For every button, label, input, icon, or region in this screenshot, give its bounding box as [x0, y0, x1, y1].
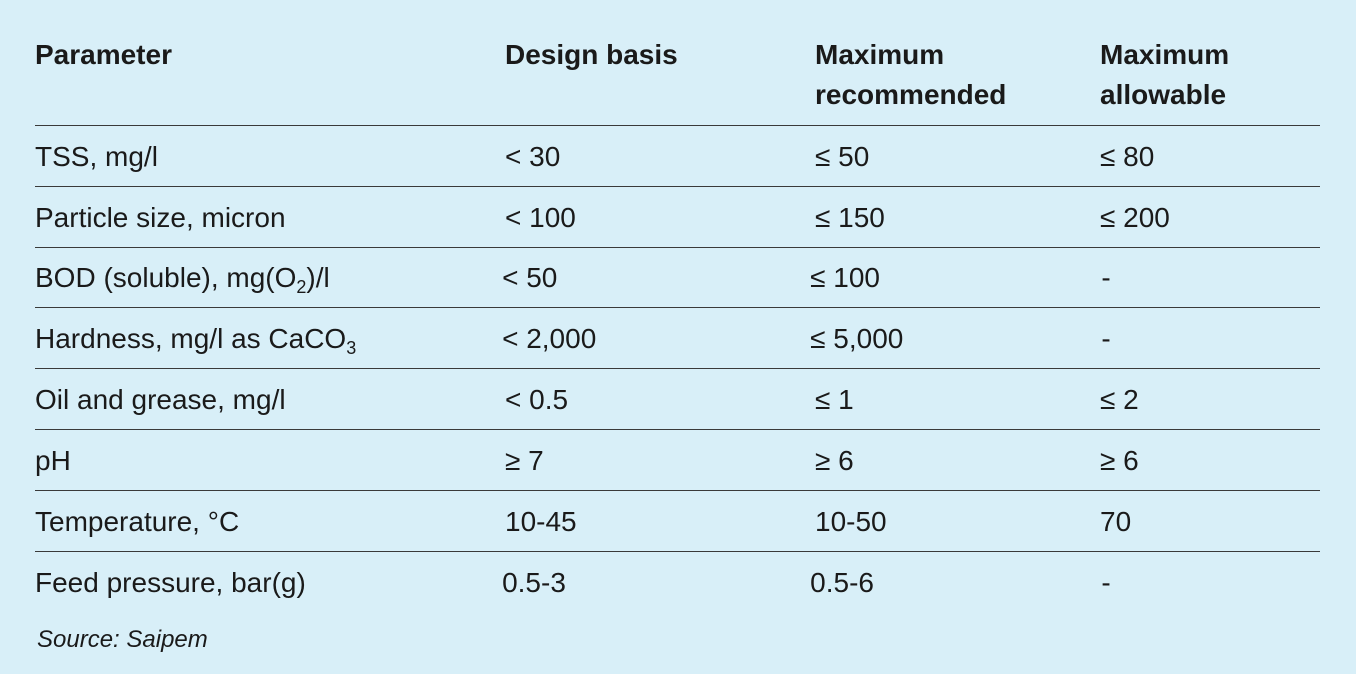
- table-row: Oil and grease, mg/l < 0.5 ≤ 1 ≤ 2: [35, 369, 1320, 430]
- header-parameter: Parameter: [35, 39, 172, 70]
- table-row: Particle size, micron < 100 ≤ 150 ≤ 200: [35, 187, 1320, 248]
- cell-parameter: pH: [35, 443, 505, 477]
- parameter-tail: )/l: [306, 262, 330, 294]
- cell-design-basis: < 30: [505, 140, 561, 172]
- cell-parameter: TSS, mg/l: [35, 139, 505, 173]
- cell-max-allowable: -: [1101, 566, 1111, 598]
- parameter-text: BOD (soluble), mg(O: [35, 262, 297, 294]
- cell-design-basis: ≥ 7: [505, 444, 544, 476]
- cell-max-recommended: 0.5-6: [810, 566, 874, 598]
- parameter-text: Particle size, micron: [35, 201, 286, 233]
- header-max-recommended: Maximum recommended: [815, 39, 1007, 110]
- cell-max-recommended: ≤ 50: [815, 140, 870, 172]
- parameter-text: Temperature, °C: [35, 505, 240, 537]
- data-table: Parameter Design basis Maximum recommend…: [35, 0, 1320, 612]
- cell-design-basis: 10-45: [505, 505, 577, 537]
- cell-design-basis: < 2,000: [502, 323, 597, 355]
- cell-max-recommended: ≥ 6: [815, 444, 854, 476]
- table-row: Temperature, °C 10-45 10-50 70: [35, 491, 1320, 552]
- table-row: Hardness, mg/l as CaCO3 < 2,000 ≤ 5,000-: [35, 308, 1320, 370]
- cell-design-basis: < 50: [502, 262, 558, 294]
- cell-design-basis: < 100: [505, 201, 576, 233]
- cell-max-recommended: 10-50: [815, 505, 887, 537]
- cell-max-allowable: 70: [1100, 505, 1132, 537]
- header-design-basis: Design basis: [505, 39, 678, 70]
- table-row: TSS, mg/l < 30 ≤ 50 ≤ 80: [35, 126, 1320, 187]
- cell-max-allowable: ≥ 6: [1100, 444, 1139, 476]
- cell-max-recommended: ≤ 5,000: [810, 323, 904, 355]
- parameter-text: TSS, mg/l: [35, 140, 158, 172]
- parameter-text: Hardness, mg/l as CaCO: [35, 323, 347, 355]
- table-row: pH ≥ 7 ≥ 6 ≥ 6: [35, 430, 1320, 491]
- cell-parameter: Hardness, mg/l as CaCO3: [35, 321, 502, 359]
- cell-design-basis: < 0.5: [505, 384, 569, 416]
- cell-parameter: Feed pressure, bar(g): [35, 565, 502, 599]
- cell-parameter: Particle size, micron: [35, 200, 505, 234]
- cell-max-recommended: ≤ 1: [815, 384, 854, 416]
- cell-max-allowable: ≤ 80: [1100, 140, 1155, 172]
- cell-max-allowable: ≤ 2: [1100, 384, 1139, 416]
- cell-max-allowable: -: [1101, 323, 1111, 355]
- cell-parameter: Oil and grease, mg/l: [35, 382, 505, 416]
- table-header: Parameter Design basis Maximum recommend…: [35, 0, 1320, 126]
- table-body: TSS, mg/l < 30 ≤ 50 ≤ 80 Particle size, micr…: [35, 126, 1320, 612]
- header-max-allowable: Maximum allowable: [1100, 39, 1230, 110]
- parameter-text: pH: [35, 444, 71, 476]
- cell-max-recommended: ≤ 150: [815, 201, 885, 233]
- table-row: BOD (soluble), mg(O2)/l < 50 ≤ 100-: [35, 248, 1320, 309]
- cell-parameter: BOD (soluble), mg(O2)/l: [35, 260, 502, 298]
- cell-design-basis: 0.5-3: [502, 566, 566, 598]
- table-row: Feed pressure, bar(g) 0.5-3 0.5-6 -: [35, 552, 1320, 613]
- parameter-subscript: 2: [296, 277, 307, 298]
- cell-max-allowable: -: [1101, 262, 1111, 294]
- parameter-text: Oil and grease, mg/l: [35, 384, 286, 416]
- source-note: Source: Saipem: [37, 626, 208, 653]
- cell-max-recommended: ≤ 100: [810, 262, 881, 294]
- parameter-text: Feed pressure, bar(g): [35, 566, 306, 598]
- cell-parameter: Temperature, °C: [35, 504, 505, 538]
- parameter-subscript: 3: [346, 338, 357, 359]
- cell-max-allowable: ≤ 200: [1100, 201, 1170, 233]
